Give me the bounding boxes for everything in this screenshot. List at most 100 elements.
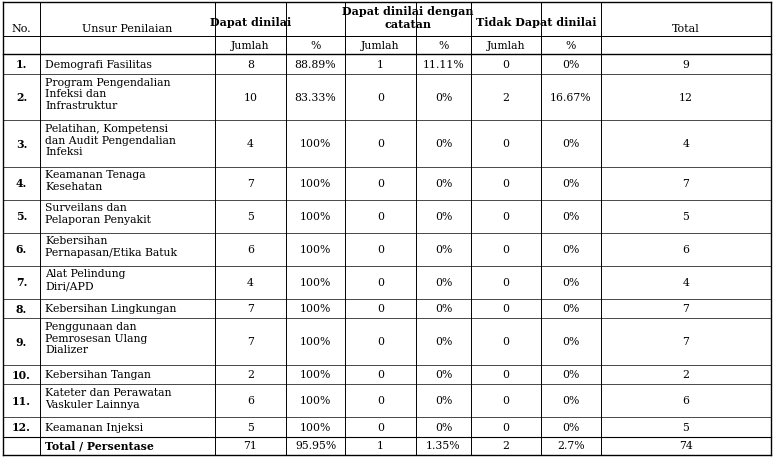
Text: %: % (566, 41, 576, 51)
Text: %: % (438, 41, 449, 51)
Text: 0: 0 (502, 369, 509, 379)
Text: Demografi Fasilitas: Demografi Fasilitas (45, 60, 152, 69)
Text: Penggunaan dan
Pemrosesan Ulang
Dializer: Penggunaan dan Pemrosesan Ulang Dializer (45, 321, 147, 355)
Text: Total / Persentase: Total / Persentase (45, 440, 154, 451)
Text: 0%: 0% (435, 278, 452, 288)
Text: 4: 4 (683, 278, 690, 288)
Text: 5: 5 (247, 422, 254, 432)
Text: 100%: 100% (300, 211, 331, 221)
Text: 0: 0 (377, 245, 384, 255)
Text: 12.: 12. (12, 421, 31, 432)
Text: 100%: 100% (300, 422, 331, 432)
Text: 2: 2 (502, 441, 509, 451)
Text: Jumlah: Jumlah (231, 41, 270, 51)
Text: Total: Total (672, 24, 700, 34)
Text: 2: 2 (247, 369, 254, 379)
Text: 6: 6 (683, 396, 690, 406)
Text: 0: 0 (377, 396, 384, 406)
Text: 0%: 0% (563, 337, 580, 347)
Text: 88.89%: 88.89% (295, 60, 337, 69)
Text: 100%: 100% (300, 304, 331, 314)
Text: Pelatihan, Kompetensi
dan Audit Pengendalian
Infeksi: Pelatihan, Kompetensi dan Audit Pengenda… (45, 124, 176, 157)
Text: 4.: 4. (16, 178, 27, 189)
Text: 1: 1 (377, 60, 384, 69)
Text: 10.: 10. (12, 369, 31, 380)
Text: 7: 7 (683, 337, 690, 347)
Text: 0%: 0% (435, 139, 452, 149)
Text: Program Pengendalian
Infeksi dan
Infrastruktur: Program Pengendalian Infeksi dan Infrast… (45, 77, 170, 110)
Text: 11.: 11. (12, 395, 31, 406)
Text: 0: 0 (377, 139, 384, 149)
Text: 5: 5 (683, 211, 690, 221)
Text: 0: 0 (502, 139, 509, 149)
Text: 2.: 2. (16, 92, 27, 103)
Text: 0%: 0% (435, 245, 452, 255)
Text: Jumlah: Jumlah (487, 41, 526, 51)
Text: Tidak Dapat dinilai: Tidak Dapat dinilai (476, 17, 596, 28)
Text: 0: 0 (377, 369, 384, 379)
Text: 7: 7 (247, 304, 254, 314)
Text: 6: 6 (247, 245, 254, 255)
Text: 5: 5 (683, 422, 690, 432)
Text: 0%: 0% (563, 245, 580, 255)
Text: 0%: 0% (435, 304, 452, 314)
Text: 2: 2 (683, 369, 690, 379)
Text: Keamanan Tenaga
Kesehatan: Keamanan Tenaga Kesehatan (45, 170, 146, 192)
Text: 0%: 0% (563, 422, 580, 432)
Text: 0: 0 (502, 178, 509, 188)
Text: 74: 74 (679, 441, 693, 451)
Text: Dapat dinilai: Dapat dinilai (210, 17, 291, 28)
Text: 6: 6 (683, 245, 690, 255)
Text: 10: 10 (244, 92, 258, 102)
Text: 0%: 0% (435, 178, 452, 188)
Text: 0%: 0% (435, 422, 452, 432)
Text: 8: 8 (247, 60, 254, 69)
Text: 12: 12 (679, 92, 693, 102)
Text: 0: 0 (377, 211, 384, 221)
Text: 0%: 0% (563, 139, 580, 149)
Text: 0%: 0% (435, 92, 452, 102)
Text: 1: 1 (377, 441, 384, 451)
Text: 100%: 100% (300, 278, 331, 288)
Text: 0: 0 (502, 245, 509, 255)
Text: 0%: 0% (563, 278, 580, 288)
Text: 7: 7 (683, 178, 690, 188)
Text: 4: 4 (247, 278, 254, 288)
Text: 1.35%: 1.35% (426, 441, 461, 451)
Text: 0: 0 (502, 211, 509, 221)
Text: 2.7%: 2.7% (557, 441, 585, 451)
Text: 100%: 100% (300, 178, 331, 188)
Text: Kateter dan Perawatan
Vaskuler Lainnya: Kateter dan Perawatan Vaskuler Lainnya (45, 387, 172, 409)
Text: 0%: 0% (435, 369, 452, 379)
Text: 0: 0 (377, 422, 384, 432)
Text: 0%: 0% (563, 178, 580, 188)
Text: 4: 4 (247, 139, 254, 149)
Text: 3.: 3. (15, 139, 27, 149)
Text: 0: 0 (502, 60, 509, 69)
Text: Kebersihan Lingkungan: Kebersihan Lingkungan (45, 304, 176, 314)
Text: Jumlah: Jumlah (361, 41, 399, 51)
Text: 6.: 6. (16, 244, 27, 255)
Text: 0: 0 (377, 278, 384, 288)
Text: 9: 9 (683, 60, 690, 69)
Text: Alat Pelindung
Diri/APD: Alat Pelindung Diri/APD (45, 269, 125, 290)
Text: 100%: 100% (300, 369, 331, 379)
Text: 16.67%: 16.67% (550, 92, 592, 102)
Text: Kebersihan Tangan: Kebersihan Tangan (45, 369, 151, 379)
Text: 0%: 0% (563, 369, 580, 379)
Text: 0: 0 (502, 396, 509, 406)
Text: 9.: 9. (16, 336, 27, 347)
Text: 0%: 0% (563, 304, 580, 314)
Text: 7: 7 (683, 304, 690, 314)
Text: 100%: 100% (300, 245, 331, 255)
Text: 7: 7 (247, 178, 254, 188)
Text: 0: 0 (502, 278, 509, 288)
Text: 0: 0 (377, 337, 384, 347)
Text: 83.33%: 83.33% (295, 92, 337, 102)
Text: 0: 0 (502, 422, 509, 432)
Text: 0: 0 (377, 92, 384, 102)
Text: 2: 2 (502, 92, 509, 102)
Text: 95.95%: 95.95% (295, 441, 336, 451)
Text: 0: 0 (502, 337, 509, 347)
Text: 4: 4 (683, 139, 690, 149)
